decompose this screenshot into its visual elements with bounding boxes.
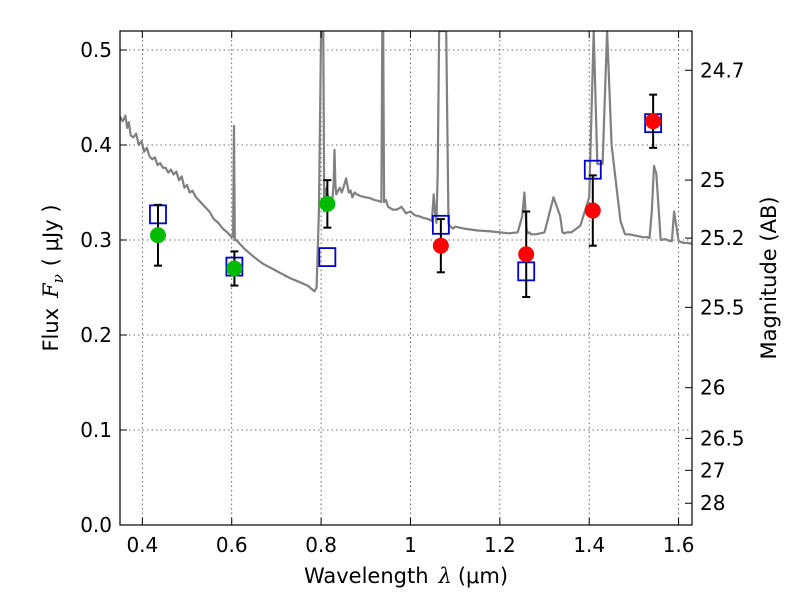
- data-point-marker: [226, 260, 243, 277]
- data-point-marker: [518, 246, 535, 263]
- y-axis-label-symbol: F: [39, 282, 63, 299]
- x-axis-label-symbol: λ: [438, 564, 452, 588]
- y2-tick-label: 26.5: [700, 426, 745, 450]
- y-axis-label-subscript: ν: [49, 274, 67, 283]
- axis-ticks: 0.4 0.6 0.8 1 1.2 1.4 1.6 0.0 0.1 0.2 0.3 0.4 0.5 24.…: [80, 31, 745, 557]
- marker-layer: [149, 93, 663, 298]
- x-tick-label: 1.6: [663, 533, 695, 557]
- spectrum-line: [120, 31, 692, 293]
- y-tick-label: 0.2: [80, 323, 112, 347]
- x-tick-label: 1.2: [484, 533, 516, 557]
- x-tick-label: 1.4: [573, 533, 605, 557]
- x-tick-label: 1: [404, 533, 417, 557]
- data-point-marker: [584, 202, 601, 219]
- y-tick-label: 0.4: [80, 133, 112, 157]
- x-tick-label: 0.6: [216, 533, 248, 557]
- y2-tick-label: 25.2: [700, 226, 745, 250]
- data-point-marker: [432, 237, 449, 254]
- y2-tick-label: 28: [700, 491, 725, 515]
- y-axis-label-prefix: Flux: [39, 308, 63, 352]
- data-point-marker: [149, 227, 166, 244]
- x-axis-label: Wavelength λ (μm): [304, 564, 508, 588]
- y2-tick-label: 26: [700, 376, 725, 400]
- plot-frame: [119, 30, 693, 526]
- y-tick-label: 0.1: [80, 418, 112, 442]
- y2-tick-label: 25.5: [700, 295, 745, 319]
- y-tick-label: 0.3: [80, 228, 112, 252]
- spectrum-layer: [120, 31, 692, 293]
- y-axis-label-units: ( μJy ): [39, 204, 63, 266]
- data-point-marker: [645, 113, 662, 130]
- y2-tick-label: 24.7: [700, 58, 745, 82]
- x-tick-label: 0.4: [126, 533, 158, 557]
- data-point-marker: [319, 195, 336, 212]
- x-axis-label-units: (μm): [458, 564, 508, 588]
- y-tick-label: 0.0: [80, 513, 112, 537]
- x-axis-label-prefix: Wavelength: [304, 564, 429, 588]
- model-square-marker: [318, 247, 337, 268]
- y2-tick-label: 25: [700, 168, 725, 192]
- y2-tick-label: 27: [700, 458, 725, 482]
- y-axis-label: Flux Fν ( μJy ): [39, 204, 67, 351]
- y2-axis-label: Magnitude (AB): [757, 196, 781, 359]
- x-tick-label: 0.8: [305, 533, 337, 557]
- y-tick-label: 0.5: [80, 38, 112, 62]
